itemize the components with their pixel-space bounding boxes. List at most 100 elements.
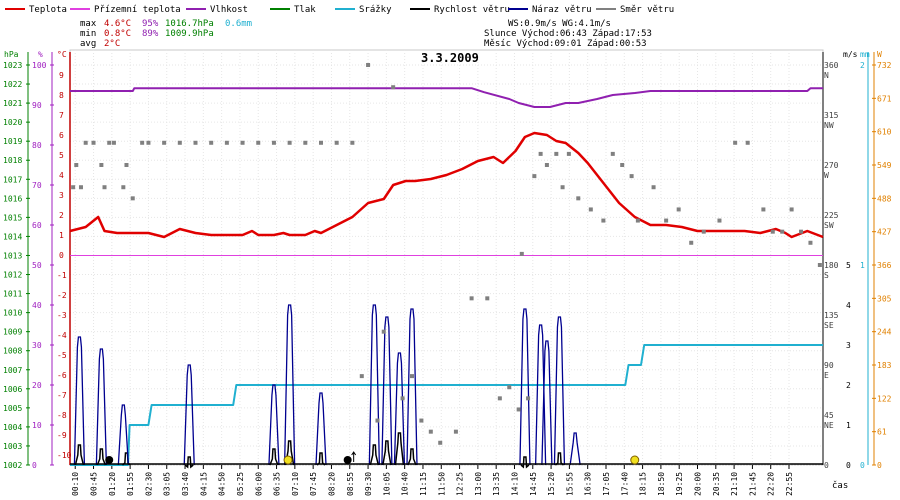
- w-tick-label: 671: [877, 94, 892, 103]
- stats-row-label: min: [80, 29, 96, 39]
- series-layer: [69, 63, 824, 469]
- wind-gust-peak: [315, 392, 327, 466]
- direction-tick-label: 0: [824, 461, 829, 470]
- w-tick-label: 610: [877, 128, 892, 137]
- temp-tick-label: 9: [59, 71, 64, 80]
- hpa-tick-label: 1009: [3, 328, 22, 337]
- wind-direction-point: [366, 63, 371, 67]
- x-tick-label: 10:05: [382, 472, 391, 496]
- wind-direction-point: [319, 140, 323, 145]
- wind-direction-point: [124, 163, 129, 167]
- x-tick-label: 03:05: [163, 472, 172, 496]
- stats-row-label: avg: [80, 39, 96, 49]
- wind-direction-point: [400, 396, 405, 401]
- temp-tick-label: -3: [57, 311, 67, 320]
- x-tick-label: 15:55: [565, 472, 574, 496]
- temp-tick-label: 8: [59, 91, 64, 100]
- hpa-tick-label: 1005: [3, 404, 22, 413]
- x-tick-label: 04:15: [199, 472, 208, 496]
- x-tick-label: 01:55: [126, 472, 135, 496]
- x-tick-label: 06:35: [273, 472, 282, 496]
- precipitation-line: [70, 344, 823, 466]
- wind-gust-peak: [569, 432, 581, 466]
- wind-gust-peak: [73, 336, 86, 466]
- percent-tick-label: 70: [32, 181, 42, 190]
- ms-tick-label: 4: [846, 301, 851, 310]
- x-tick-label: 11:15: [419, 472, 428, 496]
- wind-direction-point: [717, 218, 722, 223]
- legend-label: Směr větru: [620, 5, 674, 15]
- wind-direction-point: [576, 196, 581, 201]
- wind-direction-point: [428, 429, 433, 434]
- wind-speed-peak: [382, 440, 392, 466]
- temp-tick-label: -8: [57, 411, 67, 420]
- temp-tick-label: 1: [59, 231, 64, 240]
- x-tick-label: 18:15: [639, 472, 648, 496]
- hpa-tick-label: 1021: [3, 99, 22, 108]
- hpa-tick-label: 1004: [3, 423, 22, 432]
- x-tick-label: 10:40: [401, 472, 410, 496]
- wind-direction-point: [334, 140, 339, 145]
- wind-direction-point: [532, 174, 537, 179]
- temp-tick-label: 3: [59, 191, 64, 200]
- wind-direction-point: [469, 296, 474, 301]
- temp-tick-label: -7: [57, 391, 67, 400]
- event-marker-black: [343, 456, 352, 464]
- x-tick-label: 16:30: [584, 472, 593, 496]
- wind-direction-point: [240, 140, 245, 145]
- x-tick-label: 00:45: [90, 472, 99, 496]
- x-tick-label: 00:10: [71, 472, 80, 496]
- percent-tick-label: 90: [32, 101, 42, 110]
- wind-gust-peak: [268, 384, 280, 466]
- hpa-tick-label: 1019: [3, 137, 22, 146]
- mm-tick-label: 1: [860, 261, 865, 270]
- wind-direction-point: [689, 240, 694, 245]
- wind-direction-point: [209, 140, 214, 145]
- direction-name-label: NW: [824, 121, 834, 130]
- wind-direction-point: [350, 140, 355, 145]
- wind-direction-point: [381, 329, 386, 334]
- humidity-line: [70, 87, 823, 108]
- moon-info: Měsíc Východ:09:01 Západ:00:53: [484, 39, 647, 49]
- hpa-tick-label: 1020: [3, 118, 22, 127]
- direction-name-label: E: [824, 371, 829, 380]
- x-tick-label: 11:50: [437, 472, 446, 496]
- wind-direction-point: [419, 418, 424, 423]
- wind-direction-point: [560, 185, 565, 190]
- wind-speed-peak: [269, 448, 279, 466]
- header: 3.3.2009 Teplota Přízemní teplota Vlhkost T…: [5, 5, 674, 65]
- wind-gust-peak: [541, 340, 553, 466]
- x-tick-label: 18:50: [657, 472, 666, 496]
- ms-tick-label: 0: [846, 461, 851, 470]
- stats-temperature: 0.8°C: [104, 29, 131, 39]
- temp-tick-label: -1: [57, 271, 67, 280]
- hpa-tick-label: 1023: [3, 61, 22, 70]
- wind-direction-point: [140, 140, 145, 145]
- x-tick-label: 20:00: [694, 472, 703, 496]
- hpa-tick-label: 1015: [3, 213, 22, 222]
- wind-gust-peak: [283, 304, 296, 466]
- hpa-tick-label: 1022: [3, 80, 22, 89]
- w-tick-label: 305: [877, 294, 892, 303]
- wind-direction-point: [193, 140, 198, 145]
- direction-tick-label: 135: [824, 311, 839, 320]
- percent-tick-label: 30: [32, 341, 42, 350]
- wind-direction-point: [391, 85, 396, 90]
- wind-direction-point: [287, 140, 292, 145]
- stats-temperature: 2°C: [104, 39, 120, 49]
- direction-tick-label: 315: [824, 111, 839, 120]
- wind-direction-point: [78, 185, 83, 190]
- x-tick-label: 07:45: [309, 472, 318, 496]
- wind-direction-point: [770, 229, 775, 234]
- x-tick-label: 19:25: [675, 472, 684, 496]
- x-tick-label: 20:35: [712, 472, 721, 496]
- hpa-tick-label: 1017: [3, 175, 22, 184]
- hpa-tick-label: 1014: [3, 232, 22, 241]
- wind-gust-peak: [368, 304, 380, 466]
- temp-axis-label: °C: [57, 50, 67, 59]
- wind-direction-point: [651, 185, 656, 190]
- wind-gust-peak: [553, 316, 566, 466]
- wind-direction-point: [99, 163, 104, 167]
- wind-direction-point: [664, 218, 669, 223]
